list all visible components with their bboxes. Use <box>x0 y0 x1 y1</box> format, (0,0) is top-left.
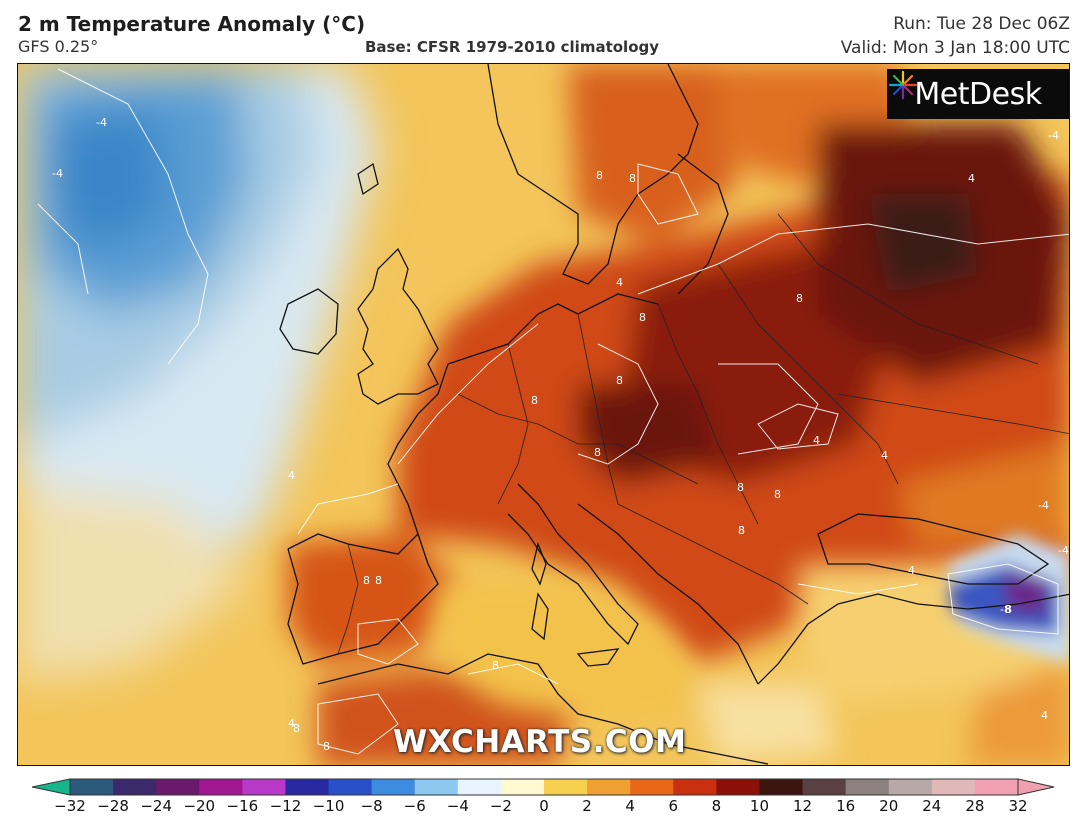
run-time-label: Run: Tue 28 Dec 06Z <box>893 14 1070 34</box>
contour-label: 8 <box>363 574 370 587</box>
watermark: WXCHARTS.COM <box>393 724 687 760</box>
contour-label: 8 <box>639 311 646 324</box>
contour-label: 8 <box>774 488 781 501</box>
colorbar-tick-label: 20 <box>879 797 899 815</box>
colorbar-swatch <box>113 779 157 795</box>
colorbar-tick-label: 16 <box>836 797 856 815</box>
logo-text: MetDesk <box>914 76 1042 112</box>
colorbar-tick-label: 32 <box>1008 797 1028 815</box>
contour-labels: -4 -4 -4 4 4 4 8 8 8 8 8 8 8 8 8 8 8 8 8… <box>52 116 1069 753</box>
colorbar-left-arrow <box>32 778 71 796</box>
colorbar-tick-label: −28 <box>97 797 129 815</box>
colorbar-swatch <box>845 779 890 795</box>
colorbar-tick-label: −12 <box>269 797 302 815</box>
contour-label: 4 <box>968 172 975 185</box>
colorbar-swatch <box>630 779 674 795</box>
chart-title: 2 m Temperature Anomaly (°C) <box>18 12 366 36</box>
colorbar-swatch <box>587 779 631 795</box>
coastlines <box>279 64 1069 765</box>
colorbar-swatch <box>500 779 545 795</box>
colorbar-border <box>69 778 1019 796</box>
contour-lines <box>37 68 1069 755</box>
colorbar-swatch <box>673 779 717 795</box>
contour-label: 8 <box>492 659 499 672</box>
colorbar-swatches <box>32 778 1055 796</box>
colorbar-tick-label: 0 <box>539 797 549 815</box>
contour-label: 8 <box>596 169 603 182</box>
colorbar-tick-label: 10 <box>749 797 769 815</box>
contour-label: 8 <box>629 172 636 185</box>
contour-label: 8 <box>1005 603 1012 616</box>
contour-label: 8 <box>531 394 538 407</box>
atlantic-cold-anomaly <box>18 64 378 684</box>
map-canvas: -4 -4 -4 4 4 4 8 8 8 8 8 8 8 8 8 8 8 8 8… <box>18 64 1069 765</box>
contour-label: -4 <box>1058 544 1069 557</box>
contour-label: -4 <box>52 167 63 180</box>
contour-label: -8 <box>1000 603 1011 616</box>
colorbar-tick-label: −6 <box>403 797 426 815</box>
contour-label: -4 <box>1038 499 1049 512</box>
colorbar-swatch <box>199 779 243 795</box>
colorbar-tick-label: −20 <box>183 797 216 815</box>
colorbar-tick-label: 12 <box>792 797 813 815</box>
contour-label: 8 <box>738 524 745 537</box>
colorbar-swatch <box>285 779 330 795</box>
base-climatology-label: Base: CFSR 1979-2010 climatology <box>365 38 660 56</box>
colorbar-right-arrow <box>1017 778 1055 796</box>
contour-label: 4 <box>908 564 915 577</box>
metdesk-logo: MetDesk <box>887 69 1069 119</box>
model-label: GFS 0.25° <box>18 37 99 56</box>
contour-label: 8 <box>594 446 601 459</box>
colorbar-tick-label: 24 <box>922 797 942 815</box>
colorbar-swatch <box>544 779 588 795</box>
sunburst-logo-icon <box>888 70 918 100</box>
colorbar-tick-label: −8 <box>360 797 383 815</box>
contour-label: 8 <box>796 292 803 305</box>
colorbar-tick-label: −32 <box>54 797 86 815</box>
contour-label: 8 <box>738 524 745 537</box>
colorbar-swatch <box>156 779 200 795</box>
contour-label: 4 <box>881 449 888 462</box>
colorbar-swatch <box>888 779 933 795</box>
colorbar-swatch <box>457 779 502 795</box>
europe-warm-anomaly <box>288 64 1069 765</box>
country-borders <box>337 213 1069 655</box>
contour-label: 8 <box>737 481 744 494</box>
colorbar-swatch <box>974 779 1019 795</box>
colorbar-tick-label: 28 <box>965 797 985 815</box>
colorbar-swatch <box>371 779 416 795</box>
colorbar-tick-label: −2 <box>489 797 512 815</box>
contour-label: 4 <box>1041 709 1048 722</box>
contour-label: 4 <box>288 717 295 730</box>
colorbar-swatch <box>242 779 287 795</box>
colorbar-swatch <box>716 779 761 795</box>
contour-label: 8 <box>293 722 300 735</box>
colorbar-swatch <box>759 779 804 795</box>
contour-label: 4 <box>616 276 623 289</box>
contour-label: -4 <box>1048 129 1059 142</box>
colorbar-tick-label: −24 <box>140 797 172 815</box>
colorbar-tick-label: −16 <box>226 797 259 815</box>
colorbar-tick-label: 4 <box>625 797 635 815</box>
colorbar-swatch <box>802 779 847 795</box>
contour-label: 8 <box>375 574 382 587</box>
colorbar-swatch <box>70 779 114 795</box>
contour-label: 8 <box>323 740 330 753</box>
colorbar <box>32 778 1055 796</box>
colorbar-tick-label: 2 <box>582 797 592 815</box>
anomaly-map: -4 -4 -4 4 4 4 8 8 8 8 8 8 8 8 8 8 8 8 8… <box>17 63 1070 766</box>
contour-label: 4 <box>813 434 820 447</box>
valid-time-label: Valid: Mon 3 Jan 18:00 UTC <box>840 38 1070 58</box>
contour-label: -4 <box>96 116 107 129</box>
colorbar-tick-label: 6 <box>668 797 679 815</box>
contour-label: 4 <box>288 469 295 482</box>
colorbar-swatch <box>328 779 373 795</box>
colorbar-swatch <box>931 779 976 795</box>
colorbar-tick-label: −10 <box>312 797 345 815</box>
colorbar-tick-label: −4 <box>446 797 469 815</box>
contour-label: 8 <box>616 374 623 387</box>
colorbar-tick-label: 8 <box>711 797 722 815</box>
colorbar-swatch <box>414 779 459 795</box>
